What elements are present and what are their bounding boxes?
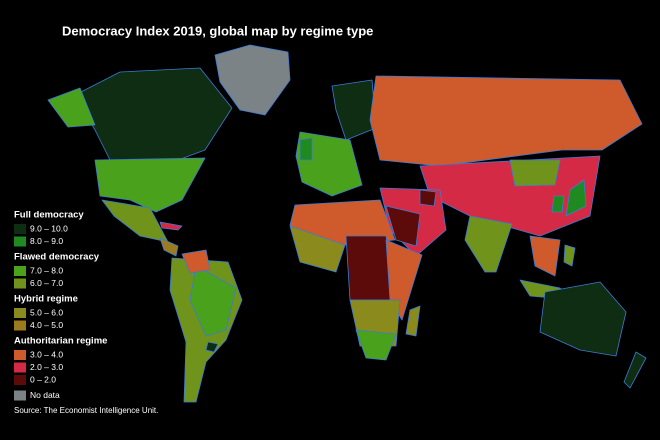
- legend-swatch: [14, 362, 26, 373]
- legend-swatch: [14, 320, 26, 331]
- uruguay: [205, 341, 219, 353]
- uk: [299, 137, 313, 161]
- legend-label: 2.0 – 3.0: [30, 362, 63, 372]
- venezuela: [181, 249, 211, 274]
- mongolia: [509, 159, 561, 187]
- legend-label: 6.0 – 7.0: [30, 278, 63, 288]
- mexico: [101, 199, 169, 243]
- canada: [74, 67, 233, 161]
- central-america: [159, 237, 179, 257]
- madagascar: [405, 305, 421, 337]
- southeast-asia: [529, 235, 561, 277]
- cuba: [159, 221, 183, 231]
- legend-group-title: Hybrid regime: [14, 294, 78, 305]
- legend-swatch: [14, 236, 26, 247]
- legend-group-title: Full democracy: [14, 210, 84, 221]
- legend-group-title: Authoritarian regime: [14, 336, 107, 347]
- legend-label: 7.0 – 8.0: [30, 265, 63, 275]
- legend-group-title: Flawed democracy: [14, 252, 100, 263]
- legend-label: No data: [30, 390, 60, 400]
- russia: [369, 75, 643, 167]
- legend: Full democracy 9.0 – 10.0 8.0 – 9.0 Flawed …: [14, 210, 107, 401]
- south-korea: [551, 195, 565, 213]
- legend-label: 4.0 – 5.0: [30, 320, 63, 330]
- legend-swatch: [14, 278, 26, 289]
- legend-swatch: [14, 375, 26, 385]
- syria: [419, 189, 437, 207]
- japan: [565, 179, 587, 217]
- legend-label: 5.0 – 6.0: [30, 307, 63, 317]
- south-africa: [355, 329, 397, 361]
- legend-label: 3.0 – 4.0: [30, 349, 63, 359]
- legend-label: 9.0 – 10.0: [30, 223, 68, 233]
- europe: [295, 131, 363, 197]
- philippines: [563, 244, 576, 267]
- australia: [539, 281, 627, 357]
- brazil: [189, 265, 237, 337]
- legend-swatch: [14, 390, 26, 401]
- alaska: [47, 87, 96, 128]
- legend-label: 0 – 2.0: [30, 374, 56, 384]
- west-africa: [289, 225, 346, 273]
- source: Source: The Economist Intelligence Unit.: [14, 406, 158, 415]
- title: Democracy Index 2019, global map by regi…: [62, 23, 373, 38]
- legend-swatch: [14, 308, 26, 318]
- india: [464, 215, 513, 273]
- legend-label: 8.0 – 9.0: [30, 236, 63, 246]
- saudi-arabia: [385, 205, 421, 247]
- scandinavia: [331, 79, 377, 141]
- legend-swatch: [14, 224, 26, 234]
- usa: [94, 157, 206, 213]
- world-map: [47, 44, 647, 403]
- new-zealand: [623, 351, 647, 389]
- legend-swatch: [14, 266, 26, 276]
- legend-swatch: [14, 350, 26, 360]
- greenland: [214, 44, 291, 116]
